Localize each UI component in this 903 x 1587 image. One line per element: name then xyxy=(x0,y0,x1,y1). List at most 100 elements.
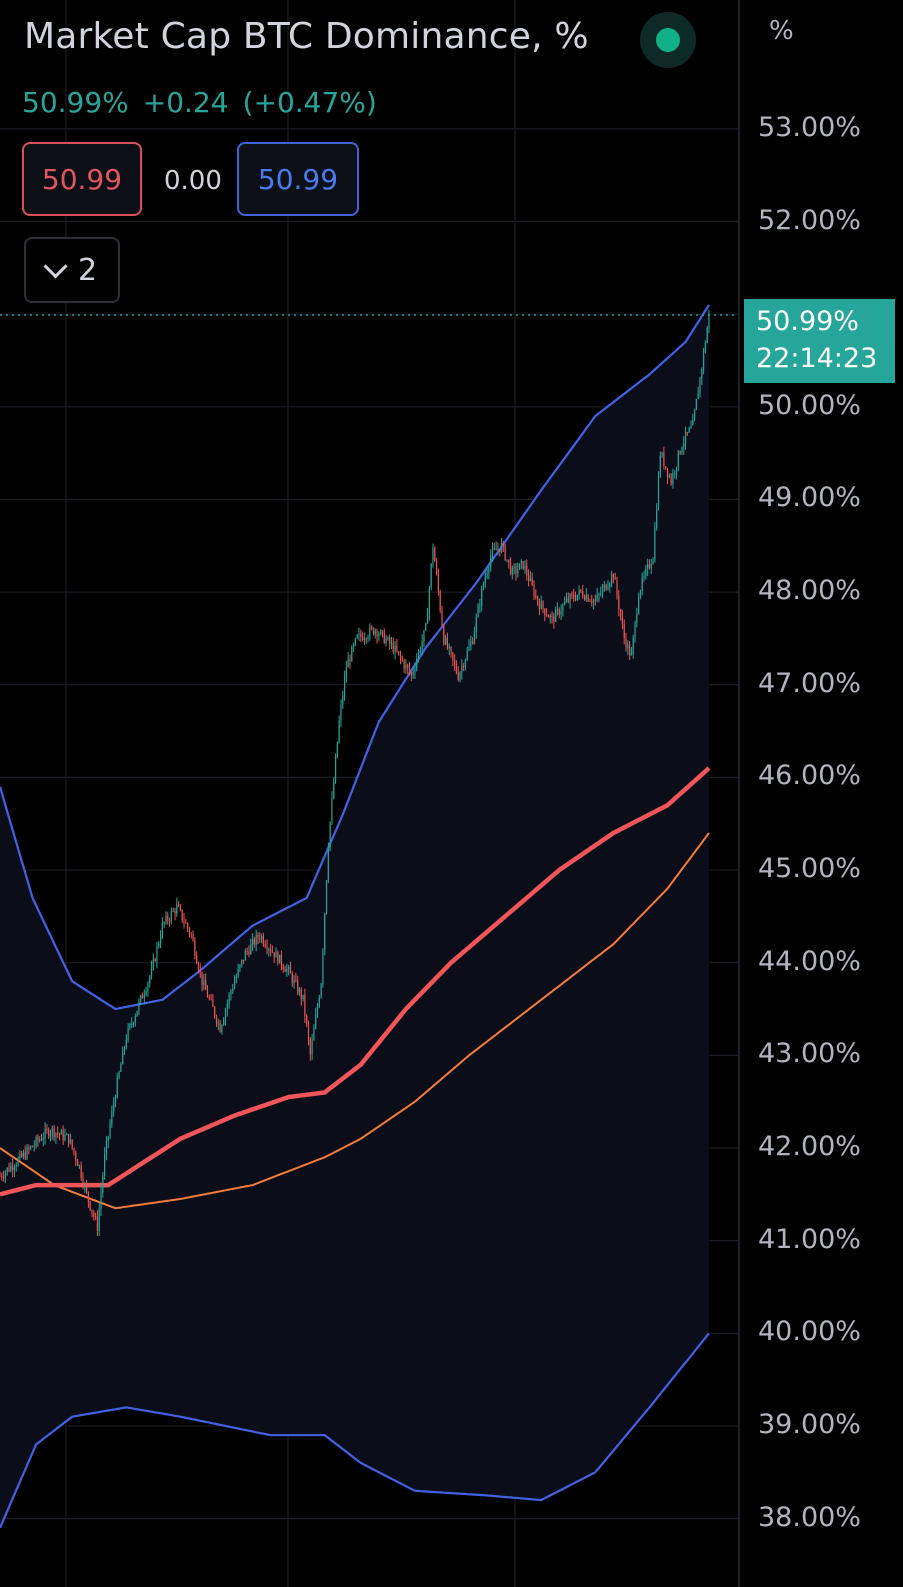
candle-body xyxy=(324,913,326,951)
candle-body xyxy=(610,574,613,584)
price-summary: 50.99% +0.24 (+0.47%) xyxy=(22,86,391,119)
candle-body xyxy=(396,645,398,652)
candle-body xyxy=(663,453,665,467)
bollinger-upper-line xyxy=(0,304,710,1011)
candle-body xyxy=(437,573,439,592)
candle-body xyxy=(351,646,353,662)
candle-body xyxy=(455,664,458,673)
candle-body xyxy=(221,1025,223,1033)
candle-body xyxy=(609,583,611,587)
candle-body xyxy=(138,1001,140,1011)
candle-body xyxy=(692,420,694,426)
candle-body xyxy=(583,596,586,600)
candle-body xyxy=(475,617,477,632)
candle-body xyxy=(374,630,376,635)
live-status-dot-icon[interactable] xyxy=(640,12,696,68)
candle-body xyxy=(343,677,346,696)
candle-body xyxy=(28,1147,30,1149)
candle-body xyxy=(708,315,710,328)
candle-body xyxy=(555,609,557,622)
candle-body xyxy=(668,476,670,478)
candle-body xyxy=(277,951,279,964)
candle-body xyxy=(223,1019,225,1026)
candle-body xyxy=(291,973,293,984)
candle-body xyxy=(98,1209,100,1231)
candle-body xyxy=(187,923,189,929)
candle-body xyxy=(111,1111,113,1125)
candle-body xyxy=(53,1127,55,1137)
candle-body xyxy=(529,578,531,581)
candle-body xyxy=(679,451,681,454)
candle-body xyxy=(161,922,163,938)
candle-body xyxy=(547,615,550,618)
candle-body xyxy=(518,563,521,570)
candle-body xyxy=(473,631,476,644)
candle-body xyxy=(627,644,629,649)
candle-body xyxy=(75,1152,77,1161)
candle-body xyxy=(598,594,600,596)
candle-body xyxy=(251,938,254,945)
candle-body xyxy=(264,944,266,947)
candle-body xyxy=(387,637,389,640)
candle-body xyxy=(623,624,625,639)
candle-body xyxy=(365,638,367,640)
candle-body xyxy=(560,610,562,615)
candle-body xyxy=(250,944,252,955)
candle-body xyxy=(318,997,320,1007)
sell-price-button[interactable]: 50.99 xyxy=(22,142,142,216)
candle-body xyxy=(399,653,402,658)
candle-body xyxy=(448,646,450,648)
candle-body xyxy=(168,920,171,922)
candle-body xyxy=(515,567,517,574)
candle-body xyxy=(630,653,633,656)
candle-body xyxy=(309,1039,311,1055)
candle-body xyxy=(10,1165,12,1172)
candle-body xyxy=(459,672,461,680)
candle-body xyxy=(527,575,530,581)
candle-body xyxy=(304,994,306,1016)
price-axis-label: 42.00% xyxy=(758,1131,861,1162)
candle-body xyxy=(22,1152,25,1157)
indicators-toggle-button[interactable]: 2 xyxy=(24,237,120,303)
candle-body xyxy=(122,1050,124,1065)
candle-body xyxy=(159,937,162,944)
candle-body xyxy=(688,427,690,433)
candle-body xyxy=(280,954,283,966)
candle-body xyxy=(230,990,232,995)
candle-body xyxy=(24,1152,26,1159)
change-value: +0.24 xyxy=(142,86,229,119)
candle-body xyxy=(517,569,519,574)
candle-body xyxy=(214,1007,216,1017)
candle-body xyxy=(360,633,362,637)
candle-body xyxy=(82,1177,84,1186)
candle-body xyxy=(654,528,656,560)
candle-body xyxy=(188,928,191,934)
candle-body xyxy=(441,610,443,626)
ma-slow-line xyxy=(0,832,710,1210)
candle-body xyxy=(419,650,421,652)
candle-body xyxy=(257,935,259,939)
price-axis-label: 49.00% xyxy=(758,482,861,514)
candle-body xyxy=(125,1039,127,1048)
candle-body xyxy=(21,1153,23,1157)
buy-price-button[interactable]: 50.99 xyxy=(237,142,359,216)
candle-body xyxy=(129,1023,131,1028)
candle-body xyxy=(647,564,649,569)
candle-body xyxy=(183,920,185,923)
candle-body xyxy=(392,642,394,653)
candle-body xyxy=(80,1165,82,1178)
candle-body xyxy=(178,904,180,907)
candle-body xyxy=(533,584,535,597)
candle-body xyxy=(450,646,452,653)
price-axis-label: 50.00% xyxy=(758,389,861,421)
candle-body xyxy=(500,542,503,553)
candle-body xyxy=(91,1209,93,1213)
candle-body xyxy=(313,1028,315,1041)
candle-body xyxy=(369,627,371,638)
candle-body xyxy=(268,949,270,951)
candle-body xyxy=(329,822,331,847)
candle-body xyxy=(196,955,198,964)
candle-body xyxy=(569,594,571,602)
candle-body xyxy=(340,704,342,721)
